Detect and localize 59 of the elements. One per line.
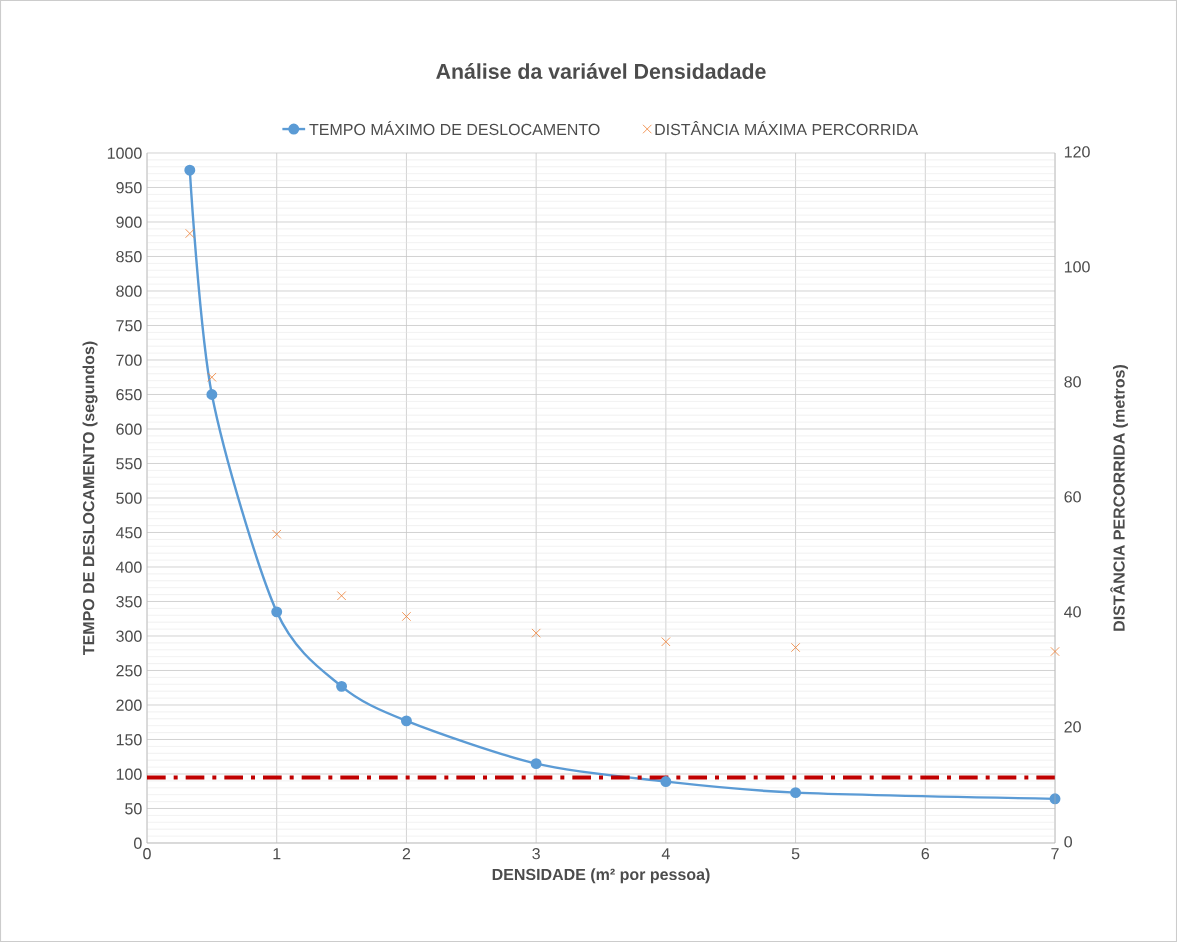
y-tick-label: 600: [116, 423, 142, 435]
point: [531, 628, 541, 638]
legend-label: TEMPO MÁXIMO DE DESLOCAMENTO: [309, 121, 600, 136]
point: [400, 715, 412, 727]
y-tick-label: 200: [116, 699, 142, 711]
point: [184, 164, 196, 176]
point: [660, 776, 672, 788]
y-tick-label: 300: [116, 630, 142, 642]
y-tick-label: 700: [116, 354, 142, 366]
legend-label: DISTÂNCIA MÁXIMA PERCORRIDA: [655, 121, 919, 136]
y2-tick-label: 0: [1064, 836, 1072, 848]
y-tick-label: 650: [116, 389, 142, 401]
point: [336, 680, 348, 692]
y-tick-label: 750: [116, 320, 142, 332]
x-tick-label: 4: [661, 848, 670, 860]
x-tick-label: 5: [791, 848, 800, 860]
x-axis-title: DENSIDADE (m² por pessoa): [492, 868, 710, 884]
point: [1050, 646, 1060, 657]
y-tick-label: 500: [116, 492, 142, 504]
point: [530, 758, 542, 770]
x-tick-label: 3: [532, 848, 540, 860]
y-axis-title: TEMPO DE DESLOCAMENTO (segundos): [82, 341, 98, 655]
y-tick-label: 1000: [107, 147, 142, 159]
point: [790, 787, 802, 799]
y2-tick-label: 80: [1064, 376, 1081, 388]
y2-tick-label: 20: [1064, 721, 1081, 733]
point: [206, 389, 218, 400]
point: [401, 611, 412, 622]
y2-axis-title: DISTÂNCIA PERCORRIDA (metros): [1110, 365, 1128, 631]
x-tick-label: 7: [1051, 848, 1059, 860]
point: [271, 606, 283, 618]
point: [207, 372, 217, 382]
point: [272, 529, 282, 539]
point: [661, 637, 671, 647]
y-tick-label: 900: [116, 216, 142, 228]
y-tick-label: 950: [116, 182, 142, 194]
y-tick-label: 100: [116, 768, 142, 780]
x-tick-label: 6: [921, 848, 930, 860]
y-tick-label: 850: [116, 251, 142, 263]
y2-tick-label: 120: [1064, 146, 1090, 158]
y-tick-label: 250: [116, 665, 142, 677]
y-tick-label: 150: [116, 734, 142, 746]
point: [336, 591, 347, 601]
y-tick-label: 450: [115, 527, 142, 539]
y-tick-label: 350: [116, 596, 142, 608]
y-tick-label: 550: [116, 458, 142, 470]
point: [790, 642, 801, 653]
y-tick-label: 800: [116, 285, 142, 297]
chart-title: Análise da variável Densidadade: [436, 63, 766, 79]
y-tick-label: 50: [125, 803, 142, 815]
x-tick-label: 1: [273, 848, 281, 860]
x-tick-label: 2: [402, 848, 411, 860]
y2-tick-label: 40: [1064, 606, 1081, 618]
y2-tick-label: 60: [1064, 491, 1081, 503]
y-tick-label: 0: [134, 837, 142, 849]
x-tick-label: 0: [143, 848, 151, 860]
point: [185, 228, 195, 239]
y-tick-label: 400: [115, 561, 142, 573]
y2-tick-label: 100: [1064, 261, 1090, 273]
